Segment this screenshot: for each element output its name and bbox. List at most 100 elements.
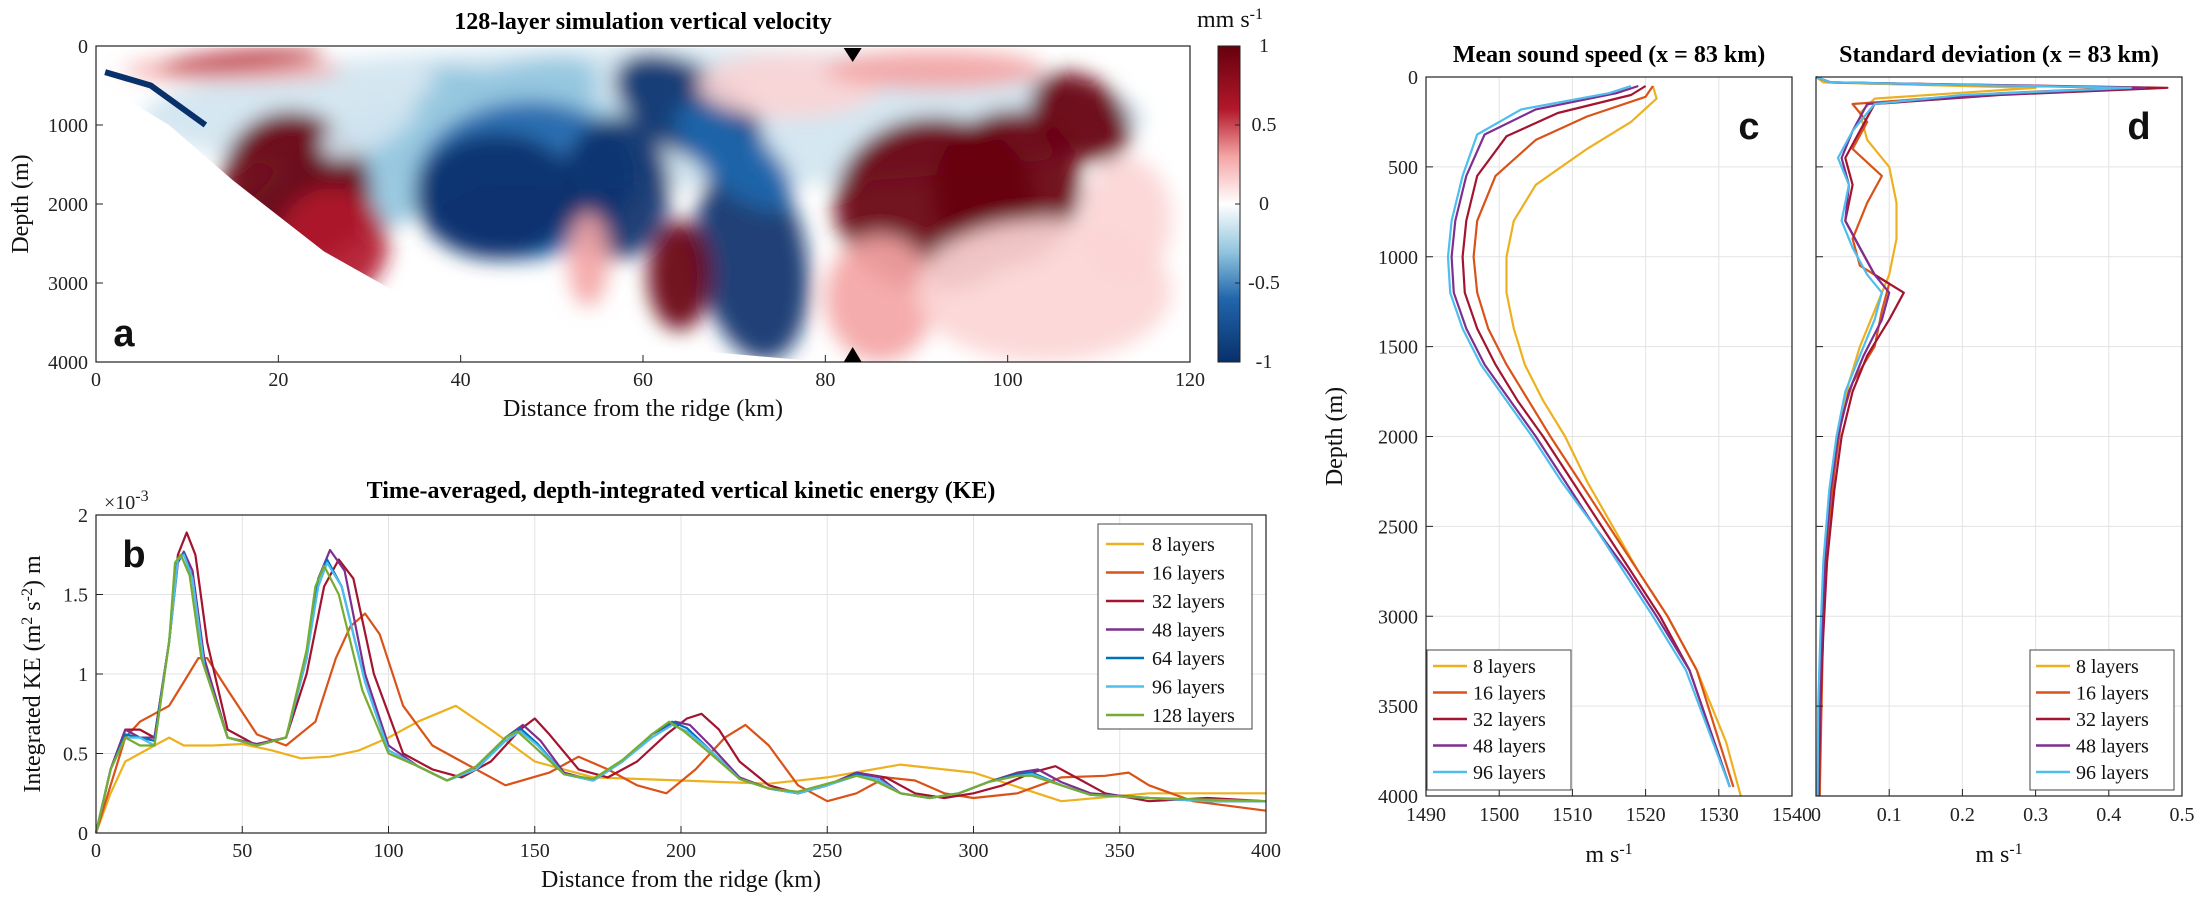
x-tick-label: 400 (1251, 840, 1281, 862)
legend-label: 96 layers (1152, 677, 1225, 699)
colorbar-label: mm s-1 (1197, 6, 1263, 34)
x-tick-label: 60 (633, 369, 653, 391)
velocity-blob-3 (160, 48, 324, 73)
legend-label: 8 layers (1473, 656, 1536, 678)
x-tick-label: 1540 (1772, 804, 1812, 826)
y-tick-label: 2000 (1378, 427, 1418, 449)
series-line-8-layers (94, 704, 1266, 834)
colorbar-tick-label: -0.5 (1248, 272, 1280, 294)
series-line-16-layers (94, 612, 1267, 834)
x-tick-label: 0.3 (2023, 804, 2048, 826)
panel-a: 0 20 40 60 80 100 120 0 1000 2000 3000 4000 128-laye… (8, 6, 1280, 423)
panel-c-xlabel-part: -1 (1619, 841, 1632, 858)
velocity-blob-16 (825, 49, 1045, 90)
x-tick-label: 0.5 (2170, 804, 2195, 826)
x-tick-label: 100 (993, 369, 1023, 391)
panel-b-letter: b (122, 534, 145, 576)
legend-label: 128 layers (1152, 705, 1235, 727)
colorbar-label-part: mm s (1197, 7, 1250, 33)
x-tick-label: 150 (520, 840, 550, 862)
y-exponent-part: ×10 (104, 492, 135, 514)
panel-d-xlabel-part: m s (1975, 842, 2009, 868)
x-tick-label: 0.2 (1950, 804, 1975, 826)
panel-c-title: Mean sound speed (x = 83 km) (1453, 42, 1765, 68)
panel-c-xlabel: m s-1 (1585, 841, 1632, 869)
legend-label: 96 layers (2076, 762, 2149, 784)
y-tick-label: 2500 (1378, 516, 1418, 538)
legend-label: 32 layers (2076, 709, 2149, 731)
x-tick-label: 100 (374, 840, 404, 862)
series-line-48-layers (1450, 84, 1731, 788)
x-tick-label: 120 (1175, 369, 1205, 391)
y-exponent: ×10-3 (104, 488, 149, 515)
panel-b-ylabel-part: 2 (19, 617, 36, 625)
marker-bottom (843, 347, 862, 362)
panel-c-letter: c (1738, 106, 1759, 148)
colorbar-tick-label: 0.5 (1252, 114, 1277, 136)
legend-label: 64 layers (1152, 648, 1225, 670)
y-tick-label: 500 (1388, 157, 1418, 179)
y-tick-label: 0.5 (63, 744, 88, 766)
velocity-blob-22 (916, 219, 1172, 362)
slope-band-blue (104, 69, 208, 128)
panel-b-ylabel-part: Integrated KE (m (20, 624, 46, 792)
velocity-blob-13 (647, 219, 712, 331)
y-tick-label: 2000 (48, 194, 88, 216)
x-tick-label: 1520 (1626, 804, 1666, 826)
panel-c-ylabel: Depth (m) (1322, 387, 1348, 486)
y-exponent-part: -3 (135, 488, 148, 505)
series-line-32-layers (1461, 85, 1731, 788)
y-tick-label: 1.5 (63, 585, 88, 607)
velocity-blob-14 (568, 211, 609, 307)
y-tick-label: 1 (78, 664, 88, 686)
x-tick-label: 1530 (1699, 804, 1739, 826)
panel-b-title: Time-averaged, depth-integrated vertical… (367, 478, 996, 504)
panel-b-ylabel-part: s (20, 601, 46, 616)
legend-label: 48 layers (1473, 736, 1546, 758)
series-line-128-layers (94, 553, 1267, 834)
velocity-blob-23 (320, 90, 419, 160)
panel-a-title: 128-layer simulation vertical velocity (454, 9, 831, 35)
panel-a-xlabel: Distance from the ridge (km) (503, 396, 783, 422)
velocity-blob-12 (674, 103, 794, 210)
legend-label: 8 layers (1152, 534, 1215, 556)
legend-label: 16 layers (1152, 563, 1225, 585)
panel-d-xlabel: m s-1 (1975, 841, 2022, 869)
x-tick-label: 1490 (1406, 804, 1446, 826)
legend-label: 32 layers (1152, 591, 1225, 613)
panel-a-letter: a (113, 313, 135, 355)
x-tick-label: 300 (959, 840, 989, 862)
legend-label: 8 layers (2076, 656, 2139, 678)
panel-b: 0 50 100 150 200 250 300 350 400 0 0.5 1 1.5 2 ×10-3 Ti… (19, 478, 1282, 893)
x-tick-label: 200 (666, 840, 696, 862)
colorbar-label-part: -1 (1250, 6, 1263, 23)
legend-label: 48 layers (2076, 736, 2149, 758)
heatmap-field (96, 47, 1190, 362)
series-line-48-layers (1815, 75, 2147, 797)
y-tick-label: 2 (78, 505, 88, 527)
legend-label: 32 layers (1473, 709, 1546, 731)
legend-b (1097, 523, 1253, 730)
x-tick-label: 250 (812, 840, 842, 862)
series-line-16-layers (1472, 85, 1735, 788)
panel-d-letter: d (2127, 106, 2150, 148)
y-tick-label: 1000 (1378, 247, 1418, 269)
x-tick-label: 50 (232, 840, 252, 862)
panel-c-xlabel-part: m s (1585, 842, 1619, 868)
x-tick-label: 1510 (1552, 804, 1592, 826)
legend-label: 96 layers (1473, 762, 1546, 784)
x-tick-label: 0 (1811, 804, 1821, 826)
colorbar-tick-label: -1 (1256, 351, 1273, 373)
x-tick-label: 0 (91, 369, 101, 391)
y-tick-label: 0 (78, 823, 88, 845)
y-tick-label: 4000 (48, 352, 88, 374)
panel-b-ylabel-part: -2 (19, 588, 36, 601)
panel-d-title: Standard deviation (x = 83 km) (1839, 42, 2159, 68)
colorbar-tick-label: 0 (1259, 193, 1269, 215)
series-line-96-layers (1815, 75, 2132, 797)
y-tick-label: 4000 (1378, 786, 1418, 808)
y-tick-label: 0 (1408, 67, 1418, 89)
velocity-blob-19 (1030, 72, 1131, 163)
legend-label: 48 layers (1152, 620, 1225, 642)
